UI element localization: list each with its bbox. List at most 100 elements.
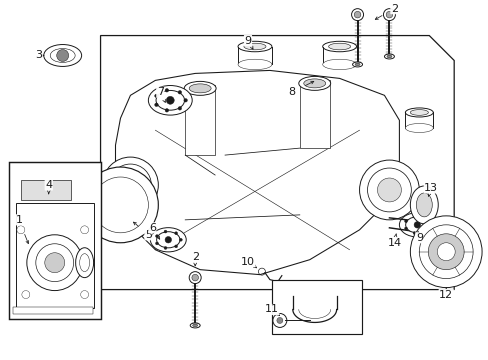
Ellipse shape — [156, 90, 184, 110]
Ellipse shape — [328, 43, 350, 50]
Ellipse shape — [354, 63, 359, 66]
Text: 9: 9 — [415, 233, 422, 243]
Ellipse shape — [384, 54, 394, 59]
Circle shape — [404, 227, 407, 230]
FancyBboxPatch shape — [271, 280, 361, 334]
Ellipse shape — [322, 59, 356, 70]
Circle shape — [165, 89, 168, 92]
Circle shape — [17, 226, 25, 234]
Text: 8: 8 — [287, 87, 295, 97]
Circle shape — [412, 231, 415, 234]
FancyBboxPatch shape — [21, 180, 71, 200]
Circle shape — [165, 109, 168, 112]
Text: 7: 7 — [157, 87, 163, 97]
Ellipse shape — [76, 248, 93, 278]
Circle shape — [423, 230, 426, 233]
Circle shape — [386, 12, 392, 18]
Text: 4: 4 — [45, 180, 52, 190]
Ellipse shape — [190, 323, 200, 328]
Ellipse shape — [405, 217, 428, 233]
Circle shape — [404, 220, 407, 222]
Ellipse shape — [322, 41, 356, 52]
Circle shape — [22, 291, 30, 298]
Circle shape — [179, 238, 182, 241]
Ellipse shape — [303, 79, 325, 88]
Text: 6: 6 — [148, 223, 156, 233]
Text: 2: 2 — [191, 252, 198, 262]
Polygon shape — [101, 36, 453, 289]
Ellipse shape — [409, 186, 437, 224]
Ellipse shape — [399, 213, 434, 237]
Ellipse shape — [405, 108, 432, 117]
Ellipse shape — [44, 45, 81, 67]
Circle shape — [383, 9, 395, 21]
Circle shape — [189, 272, 201, 284]
FancyBboxPatch shape — [299, 80, 329, 148]
Circle shape — [155, 235, 158, 238]
Ellipse shape — [352, 62, 362, 67]
FancyBboxPatch shape — [16, 203, 93, 307]
Ellipse shape — [238, 41, 271, 52]
Circle shape — [183, 99, 187, 102]
Circle shape — [412, 215, 415, 218]
Text: 2: 2 — [390, 4, 397, 14]
Circle shape — [377, 178, 401, 202]
Ellipse shape — [298, 76, 330, 90]
Circle shape — [353, 12, 360, 18]
Circle shape — [427, 234, 463, 270]
Text: 5: 5 — [144, 230, 152, 240]
Circle shape — [154, 103, 158, 107]
Ellipse shape — [405, 123, 432, 132]
Ellipse shape — [148, 86, 192, 115]
Circle shape — [118, 173, 142, 197]
Circle shape — [45, 253, 64, 273]
Circle shape — [409, 216, 481, 288]
Circle shape — [57, 50, 68, 62]
Text: 9: 9 — [244, 36, 251, 46]
Ellipse shape — [50, 49, 75, 62]
Text: 14: 14 — [386, 238, 401, 248]
Circle shape — [164, 247, 166, 249]
Ellipse shape — [415, 193, 431, 217]
Ellipse shape — [238, 59, 271, 70]
Circle shape — [27, 235, 82, 291]
Circle shape — [436, 243, 454, 261]
FancyBboxPatch shape — [13, 306, 92, 315]
Ellipse shape — [189, 84, 211, 93]
Text: 12: 12 — [438, 289, 452, 300]
Circle shape — [427, 224, 430, 226]
Circle shape — [174, 232, 177, 235]
Circle shape — [359, 160, 419, 220]
Circle shape — [82, 167, 158, 243]
Circle shape — [272, 314, 286, 328]
Circle shape — [419, 225, 472, 279]
Text: 11: 11 — [264, 305, 278, 315]
Circle shape — [81, 291, 88, 298]
Ellipse shape — [156, 232, 180, 248]
Circle shape — [81, 226, 88, 234]
Ellipse shape — [192, 324, 197, 327]
Circle shape — [155, 242, 158, 245]
FancyBboxPatch shape — [185, 85, 215, 155]
Text: 10: 10 — [241, 257, 254, 267]
Circle shape — [276, 318, 282, 323]
Circle shape — [423, 217, 426, 220]
Circle shape — [164, 230, 166, 233]
Circle shape — [102, 157, 158, 213]
Ellipse shape — [244, 43, 265, 50]
Circle shape — [36, 244, 74, 282]
Ellipse shape — [184, 81, 216, 95]
Circle shape — [166, 96, 174, 104]
Circle shape — [165, 237, 171, 243]
Text: 1: 1 — [15, 215, 22, 225]
Ellipse shape — [150, 228, 186, 252]
Ellipse shape — [409, 109, 427, 115]
Polygon shape — [115, 71, 399, 275]
Text: 3: 3 — [35, 50, 42, 60]
Text: 13: 13 — [424, 183, 437, 193]
Circle shape — [178, 107, 181, 110]
Circle shape — [178, 90, 181, 94]
Circle shape — [413, 222, 420, 228]
Polygon shape — [9, 162, 101, 319]
Circle shape — [191, 274, 198, 281]
